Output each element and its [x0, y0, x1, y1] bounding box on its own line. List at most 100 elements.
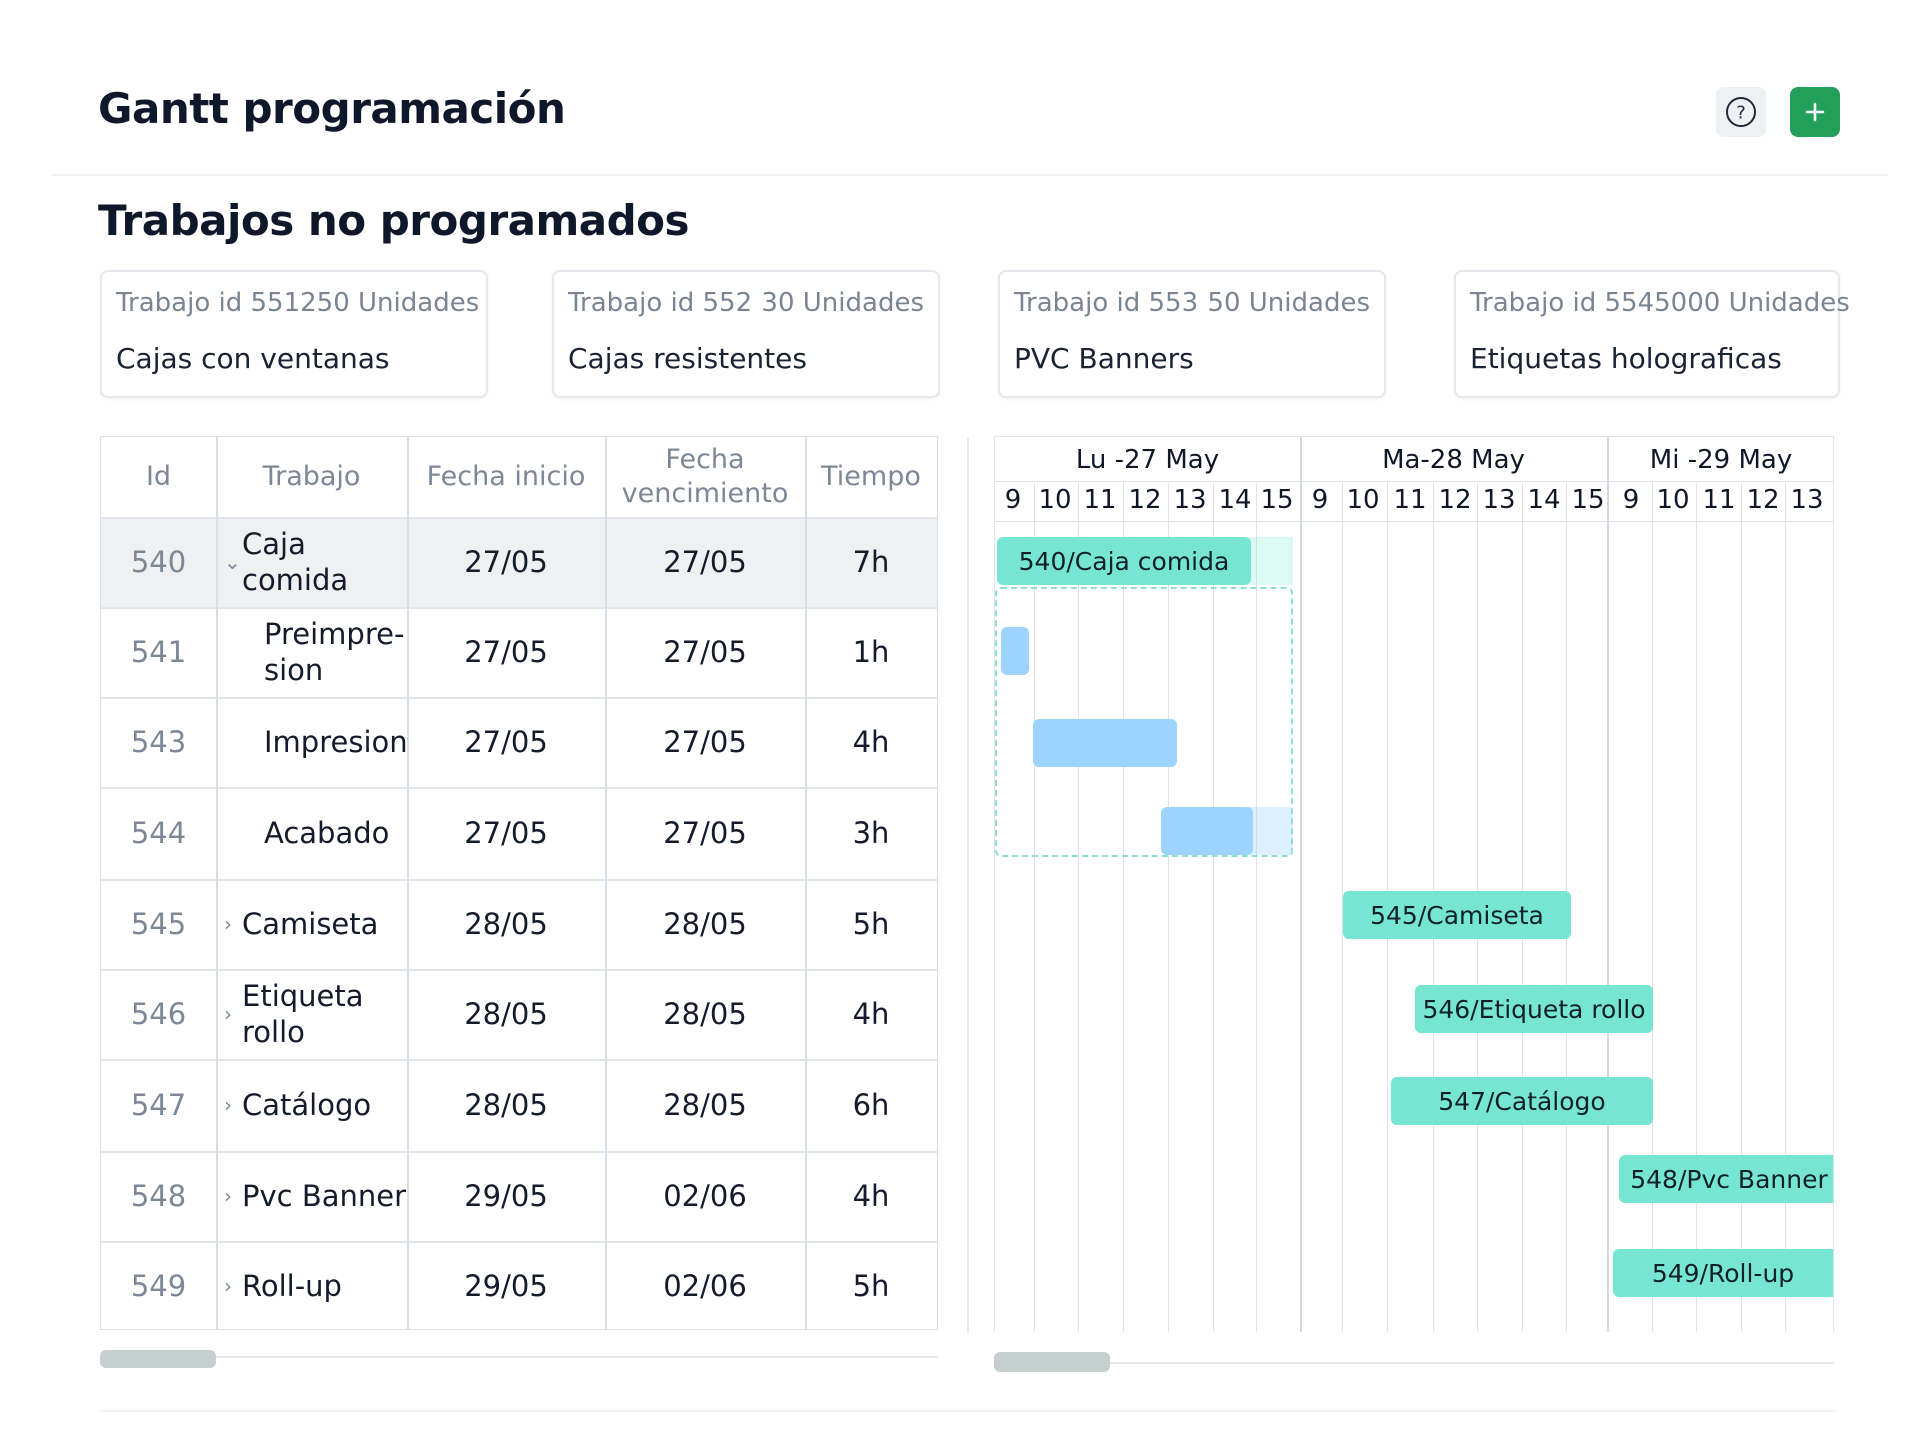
cell-job: ⌄ Caja comida	[216, 517, 407, 607]
gantt-hour-gridline	[1078, 483, 1079, 1332]
page-title: Gantt programación	[98, 84, 566, 133]
gantt-bar[interactable]: 549/Roll-up	[1613, 1249, 1833, 1297]
job-name: Roll-up	[242, 1269, 342, 1303]
gantt-bar[interactable]: 545/Camiseta	[1343, 891, 1571, 939]
gantt-bar[interactable]: 547/Catálogo	[1391, 1077, 1653, 1125]
table-row[interactable]: 549 › Roll-up 29/05 02/06 5h	[101, 1241, 937, 1331]
table-row[interactable]: 546 › Etiqueta rollo 28/05 28/05 4h	[101, 969, 937, 1059]
cell-time: 4h	[852, 725, 890, 759]
row-divider	[101, 607, 937, 609]
table-row[interactable]: 544 Acabado 27/05 27/05 3h	[101, 787, 937, 879]
job-card-name: Etiquetas holograficas	[1470, 342, 1782, 375]
unscheduled-job-card[interactable]: Trabajo id 551 250 Unidades Cajas con ve…	[100, 270, 488, 398]
job-name: Pvc Banner	[242, 1179, 407, 1213]
cell-due-date: 02/06	[663, 1179, 747, 1213]
unscheduled-job-card[interactable]: Trabajo id 552 30 Unidades Cajas resiste…	[552, 270, 940, 398]
gantt-hour-label: 11	[1393, 485, 1427, 515]
column-divider	[605, 437, 607, 1329]
table-row[interactable]: 541 Preimpre-sion 27/05 27/05 1h	[101, 607, 937, 697]
header-divider	[52, 174, 1888, 176]
table-scrollbar-track[interactable]	[100, 1356, 938, 1358]
column-divider	[805, 437, 807, 1329]
gantt-hour-gridline	[1213, 483, 1214, 1332]
chevron-right-icon[interactable]: ›	[224, 1002, 232, 1026]
cell-job: › Etiqueta rollo	[216, 969, 407, 1059]
gantt-bar[interactable]: 540/Caja comida	[997, 537, 1251, 585]
jobs-table: Id Trabajo Fecha inicio Fecha vencimient…	[100, 436, 938, 1330]
gantt-bar[interactable]	[1033, 719, 1177, 767]
chevron-right-icon[interactable]: ›	[224, 1093, 232, 1117]
chevron-right-icon[interactable]: ›	[224, 1184, 232, 1208]
job-name: Catálogo	[242, 1088, 372, 1122]
chevron-right-icon[interactable]: ›	[224, 912, 232, 936]
cell-job: › Catálogo	[216, 1059, 407, 1151]
row-divider	[101, 969, 937, 971]
cell-start-date: 28/05	[464, 1088, 548, 1122]
table-row[interactable]: 547 › Catálogo 28/05 28/05 6h	[101, 1059, 937, 1151]
job-name: Acabado	[264, 816, 390, 850]
row-divider	[101, 1241, 937, 1243]
chevron-down-icon[interactable]: ⌄	[224, 550, 241, 574]
cell-start-date: 27/05	[464, 635, 548, 669]
unscheduled-job-card[interactable]: Trabajo id 554 5000 Unidades Etiquetas h…	[1454, 270, 1850, 398]
gantt-hour-label: 12	[1128, 485, 1162, 515]
gantt-hour-label: 9	[1311, 485, 1329, 515]
job-name: Camiseta	[242, 907, 379, 941]
unscheduled-job-card[interactable]: Trabajo id 553 50 Unidades PVC Banners	[998, 270, 1386, 398]
gantt-hour-gridline	[1785, 483, 1786, 1332]
gantt-scrollbar-thumb[interactable]	[994, 1352, 1110, 1372]
column-header-start[interactable]: Fecha inicio	[426, 461, 586, 492]
cell-due-date: 02/06	[663, 1269, 747, 1303]
column-header-due[interactable]: Fecha vencimiento	[621, 444, 789, 509]
column-header-time[interactable]: Tiempo	[821, 461, 921, 492]
cell-time: 5h	[852, 907, 890, 941]
gantt-day-label: Ma-28 May	[1382, 445, 1525, 475]
cell-time: 4h	[852, 1179, 890, 1213]
gantt-day-label: Mi -29 May	[1649, 445, 1793, 475]
column-header-job[interactable]: Trabajo	[262, 461, 361, 492]
cell-time: 6h	[852, 1088, 890, 1122]
gantt-hour-label: 10	[1656, 485, 1690, 515]
gantt-bar[interactable]: 546/Etiqueta rollo	[1415, 985, 1653, 1033]
job-card-id: Trabajo id 553	[1014, 288, 1199, 318]
job-card-name: Cajas resistentes	[568, 342, 807, 375]
table-row[interactable]: 545 › Camiseta 28/05 28/05 5h	[101, 879, 937, 969]
table-row[interactable]: 548 › Pvc Banner 29/05 02/06 4h	[101, 1151, 937, 1241]
gantt-hour-label: 11	[1702, 485, 1736, 515]
gantt-hour-label: 12	[1438, 485, 1472, 515]
help-button[interactable]: ?	[1716, 87, 1766, 137]
row-divider	[101, 879, 937, 881]
gantt-hour-gridline	[1652, 483, 1653, 1332]
gantt-hour-label: 12	[1746, 485, 1780, 515]
cell-start-date: 29/05	[464, 1269, 548, 1303]
job-name: Caja comida	[242, 527, 349, 597]
gantt-scrollbar-track[interactable]	[994, 1362, 1834, 1364]
pane-divider[interactable]	[967, 438, 969, 1332]
table-scrollbar-thumb[interactable]	[100, 1350, 216, 1368]
cell-due-date: 27/05	[663, 816, 747, 850]
table-row[interactable]: 543 Impresion 27/05 27/05 4h	[101, 697, 937, 787]
cell-due-date: 27/05	[663, 635, 747, 669]
gantt-hour-label: 13	[1482, 485, 1516, 515]
gantt-hour-gridline	[1696, 483, 1697, 1332]
cell-job: Preimpre-sion	[216, 607, 407, 697]
cell-time: 4h	[852, 997, 890, 1031]
column-header-id[interactable]: Id	[145, 461, 172, 492]
gantt-bar[interactable]	[1001, 627, 1029, 675]
gantt-hour-gridline	[1034, 483, 1035, 1332]
cell-job: › Camiseta	[216, 879, 407, 969]
gantt-hour-label: 14	[1218, 485, 1252, 515]
chevron-right-icon[interactable]: ›	[224, 1274, 232, 1298]
plus-icon	[1805, 102, 1825, 122]
gantt-bar[interactable]	[1161, 807, 1253, 855]
job-card-id: Trabajo id 551	[116, 288, 301, 318]
gantt-day-label: Lu -27 May	[1075, 445, 1220, 475]
cell-start-date: 28/05	[464, 997, 548, 1031]
cell-due-date: 27/05	[663, 545, 747, 579]
gantt-header-divider	[995, 521, 1833, 522]
table-row[interactable]: 540 ⌄ Caja comida 27/05 27/05 7h	[101, 517, 937, 607]
gantt-bar-ghost	[1249, 537, 1293, 585]
job-card-units: 30 Unidades	[761, 288, 924, 318]
gantt-bar[interactable]: 548/Pvc Banner	[1619, 1155, 1833, 1203]
add-button[interactable]	[1790, 87, 1840, 137]
